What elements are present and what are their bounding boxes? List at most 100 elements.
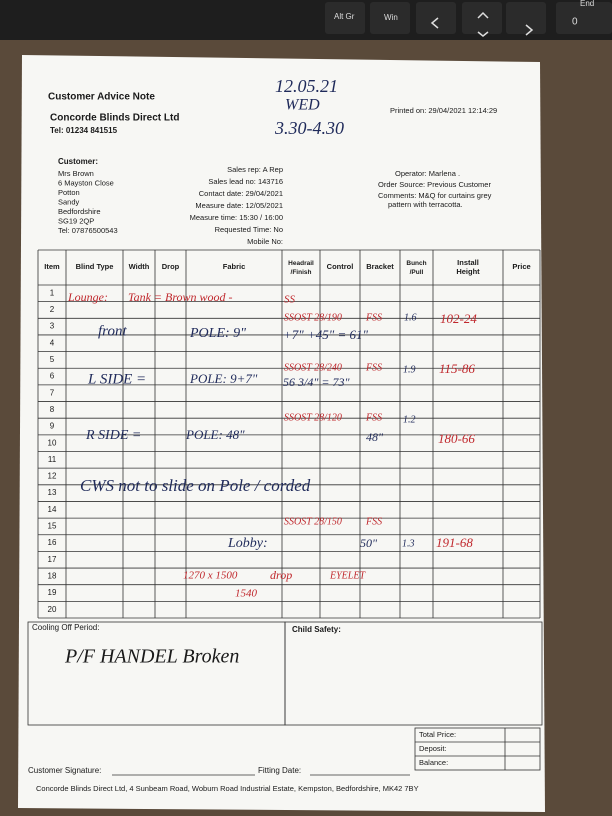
arrow-up <box>477 11 489 19</box>
handwritten-note: SSOST 28/150 <box>284 516 342 527</box>
handwritten-note: 102-24 <box>440 311 477 326</box>
item-number: 17 <box>48 555 57 564</box>
handwritten-note: FSS <box>365 312 382 323</box>
customer-line: Tel: 07876500543 <box>58 226 118 235</box>
handwritten-note: 1.3 <box>402 538 415 549</box>
signature-label: Customer Signature: <box>28 766 101 775</box>
handwritten-note: R SIDE = <box>85 428 141 443</box>
handwritten-note: +7" +45" = 61" <box>283 327 368 342</box>
column-header: Item <box>44 262 60 271</box>
handwritten-note: 1.2 <box>403 414 416 425</box>
handwritten-note: SSOST 28/120 <box>284 412 342 423</box>
key-label: Win <box>384 13 398 22</box>
item-number: 7 <box>50 388 55 397</box>
handwritten-note: POLE: 48" <box>185 427 245 442</box>
handwritten-note: 48" <box>366 430 384 444</box>
column-header: Install Height <box>456 258 480 276</box>
handwritten-note: SSOST 28/190 <box>284 312 342 323</box>
key <box>416 2 456 34</box>
handwritten-note: FSS <box>365 362 382 373</box>
item-number: 18 <box>48 571 57 580</box>
sales-line: Requested Time: No <box>215 225 283 234</box>
sales-line: Measure time: 15:30 / 16:00 <box>190 213 283 222</box>
handwritten-note: 115-86 <box>439 361 475 376</box>
handwritten-note: L SIDE = <box>87 371 146 387</box>
column-header: Bracket <box>366 262 394 271</box>
handwritten-note: Tank = Brown wood - <box>128 290 233 304</box>
sales-line: Mobile No: <box>247 237 283 246</box>
item-number: 10 <box>48 438 57 447</box>
sales-line: Sales lead no: 143716 <box>208 177 283 186</box>
item-number: 8 <box>50 405 55 414</box>
item-number: 15 <box>48 522 57 531</box>
customer-line: 6 Mayston Close <box>58 178 114 187</box>
sales-line: Measure date: 12/05/2021 <box>195 201 283 210</box>
doc-title: Customer Advice Note <box>48 92 155 103</box>
sales-line: Sales rep: A Rep <box>227 165 283 174</box>
key <box>325 2 365 34</box>
customer-line: Sandy <box>58 197 80 206</box>
printed-on: Printed on: 29/04/2021 12:14:29 <box>390 106 497 115</box>
handwritten-note: 50" <box>360 536 378 550</box>
item-number: 19 <box>48 588 57 597</box>
item-number: 6 <box>50 372 55 381</box>
handwritten-note: 1540 <box>235 588 258 600</box>
handwritten-note: POLE: 9+7" <box>189 371 258 386</box>
item-number: 1 <box>50 288 55 297</box>
handwritten-note: 1.6 <box>404 312 417 323</box>
handwritten-note: 1.9 <box>403 364 416 375</box>
totals-label: Total Price: <box>419 730 456 739</box>
customer-line: Bedfordshire <box>58 207 101 216</box>
key <box>556 2 612 34</box>
handwritten-note: EYELET <box>329 570 366 581</box>
address: Concorde Blinds Direct Ltd, 4 Sunbeam Ro… <box>36 784 419 793</box>
handwritten-note: 56 3/4" = 73" <box>283 375 350 389</box>
item-number: 14 <box>48 505 57 514</box>
column-header: Blind Type <box>76 262 114 271</box>
handwritten-note: Lobby: <box>227 536 268 551</box>
handwritten: 3.30-4.30 <box>274 118 344 138</box>
totals-box <box>414 727 541 771</box>
column-header: Fabric <box>223 262 246 271</box>
operator-line: pattern with terracotta. <box>388 200 463 209</box>
sales-line: Contact date: 29/04/2021 <box>199 189 283 198</box>
cooling-label: Cooling Off Period: <box>32 623 99 632</box>
handwritten: 12.05.21 <box>275 76 338 96</box>
handwritten-note: POLE: 9" <box>189 326 246 341</box>
item-number: 4 <box>50 338 55 347</box>
customer-label: Customer: <box>58 157 98 166</box>
company: Concorde Blinds Direct Ltd <box>50 113 179 124</box>
key-label: Alt Gr <box>334 12 355 21</box>
tel: Tel: 01234 841515 <box>50 126 118 135</box>
handwritten-note: 191-68 <box>436 535 473 550</box>
handwritten-note: Lounge: <box>67 290 108 304</box>
arrow-down <box>477 31 489 37</box>
column-header: Headrail/Finish <box>288 260 314 276</box>
fitting-label: Fitting Date: <box>258 766 301 775</box>
handwritten-note: FSS <box>365 412 382 423</box>
paper <box>18 55 545 812</box>
totals-label: Balance: <box>419 758 448 767</box>
key <box>506 2 546 34</box>
column-header: Control <box>327 262 354 271</box>
operator-line: Operator: Marlena . <box>395 169 460 178</box>
column-header: Width <box>129 262 150 271</box>
handwritten-note: FSS <box>365 516 382 527</box>
column-header: Drop <box>162 262 180 271</box>
item-number: 9 <box>50 422 55 431</box>
handwritten-note: front <box>98 323 127 339</box>
arrow-left <box>430 17 439 29</box>
item-number: 12 <box>48 472 57 481</box>
child-safety-label: Child Safety: <box>292 625 341 634</box>
handwritten-note: drop <box>270 568 292 582</box>
handwritten: P/F HANDEL Broken <box>64 646 239 668</box>
item-number: 16 <box>48 538 57 547</box>
customer-line: Potton <box>58 188 80 197</box>
customer-line: SG19 2QP <box>58 216 94 225</box>
handwritten-note: SSOST 28/240 <box>284 362 342 373</box>
item-number: 11 <box>48 455 57 464</box>
operator-line: Order Source: Previous Customer <box>378 180 491 189</box>
item-number: 2 <box>50 305 55 314</box>
